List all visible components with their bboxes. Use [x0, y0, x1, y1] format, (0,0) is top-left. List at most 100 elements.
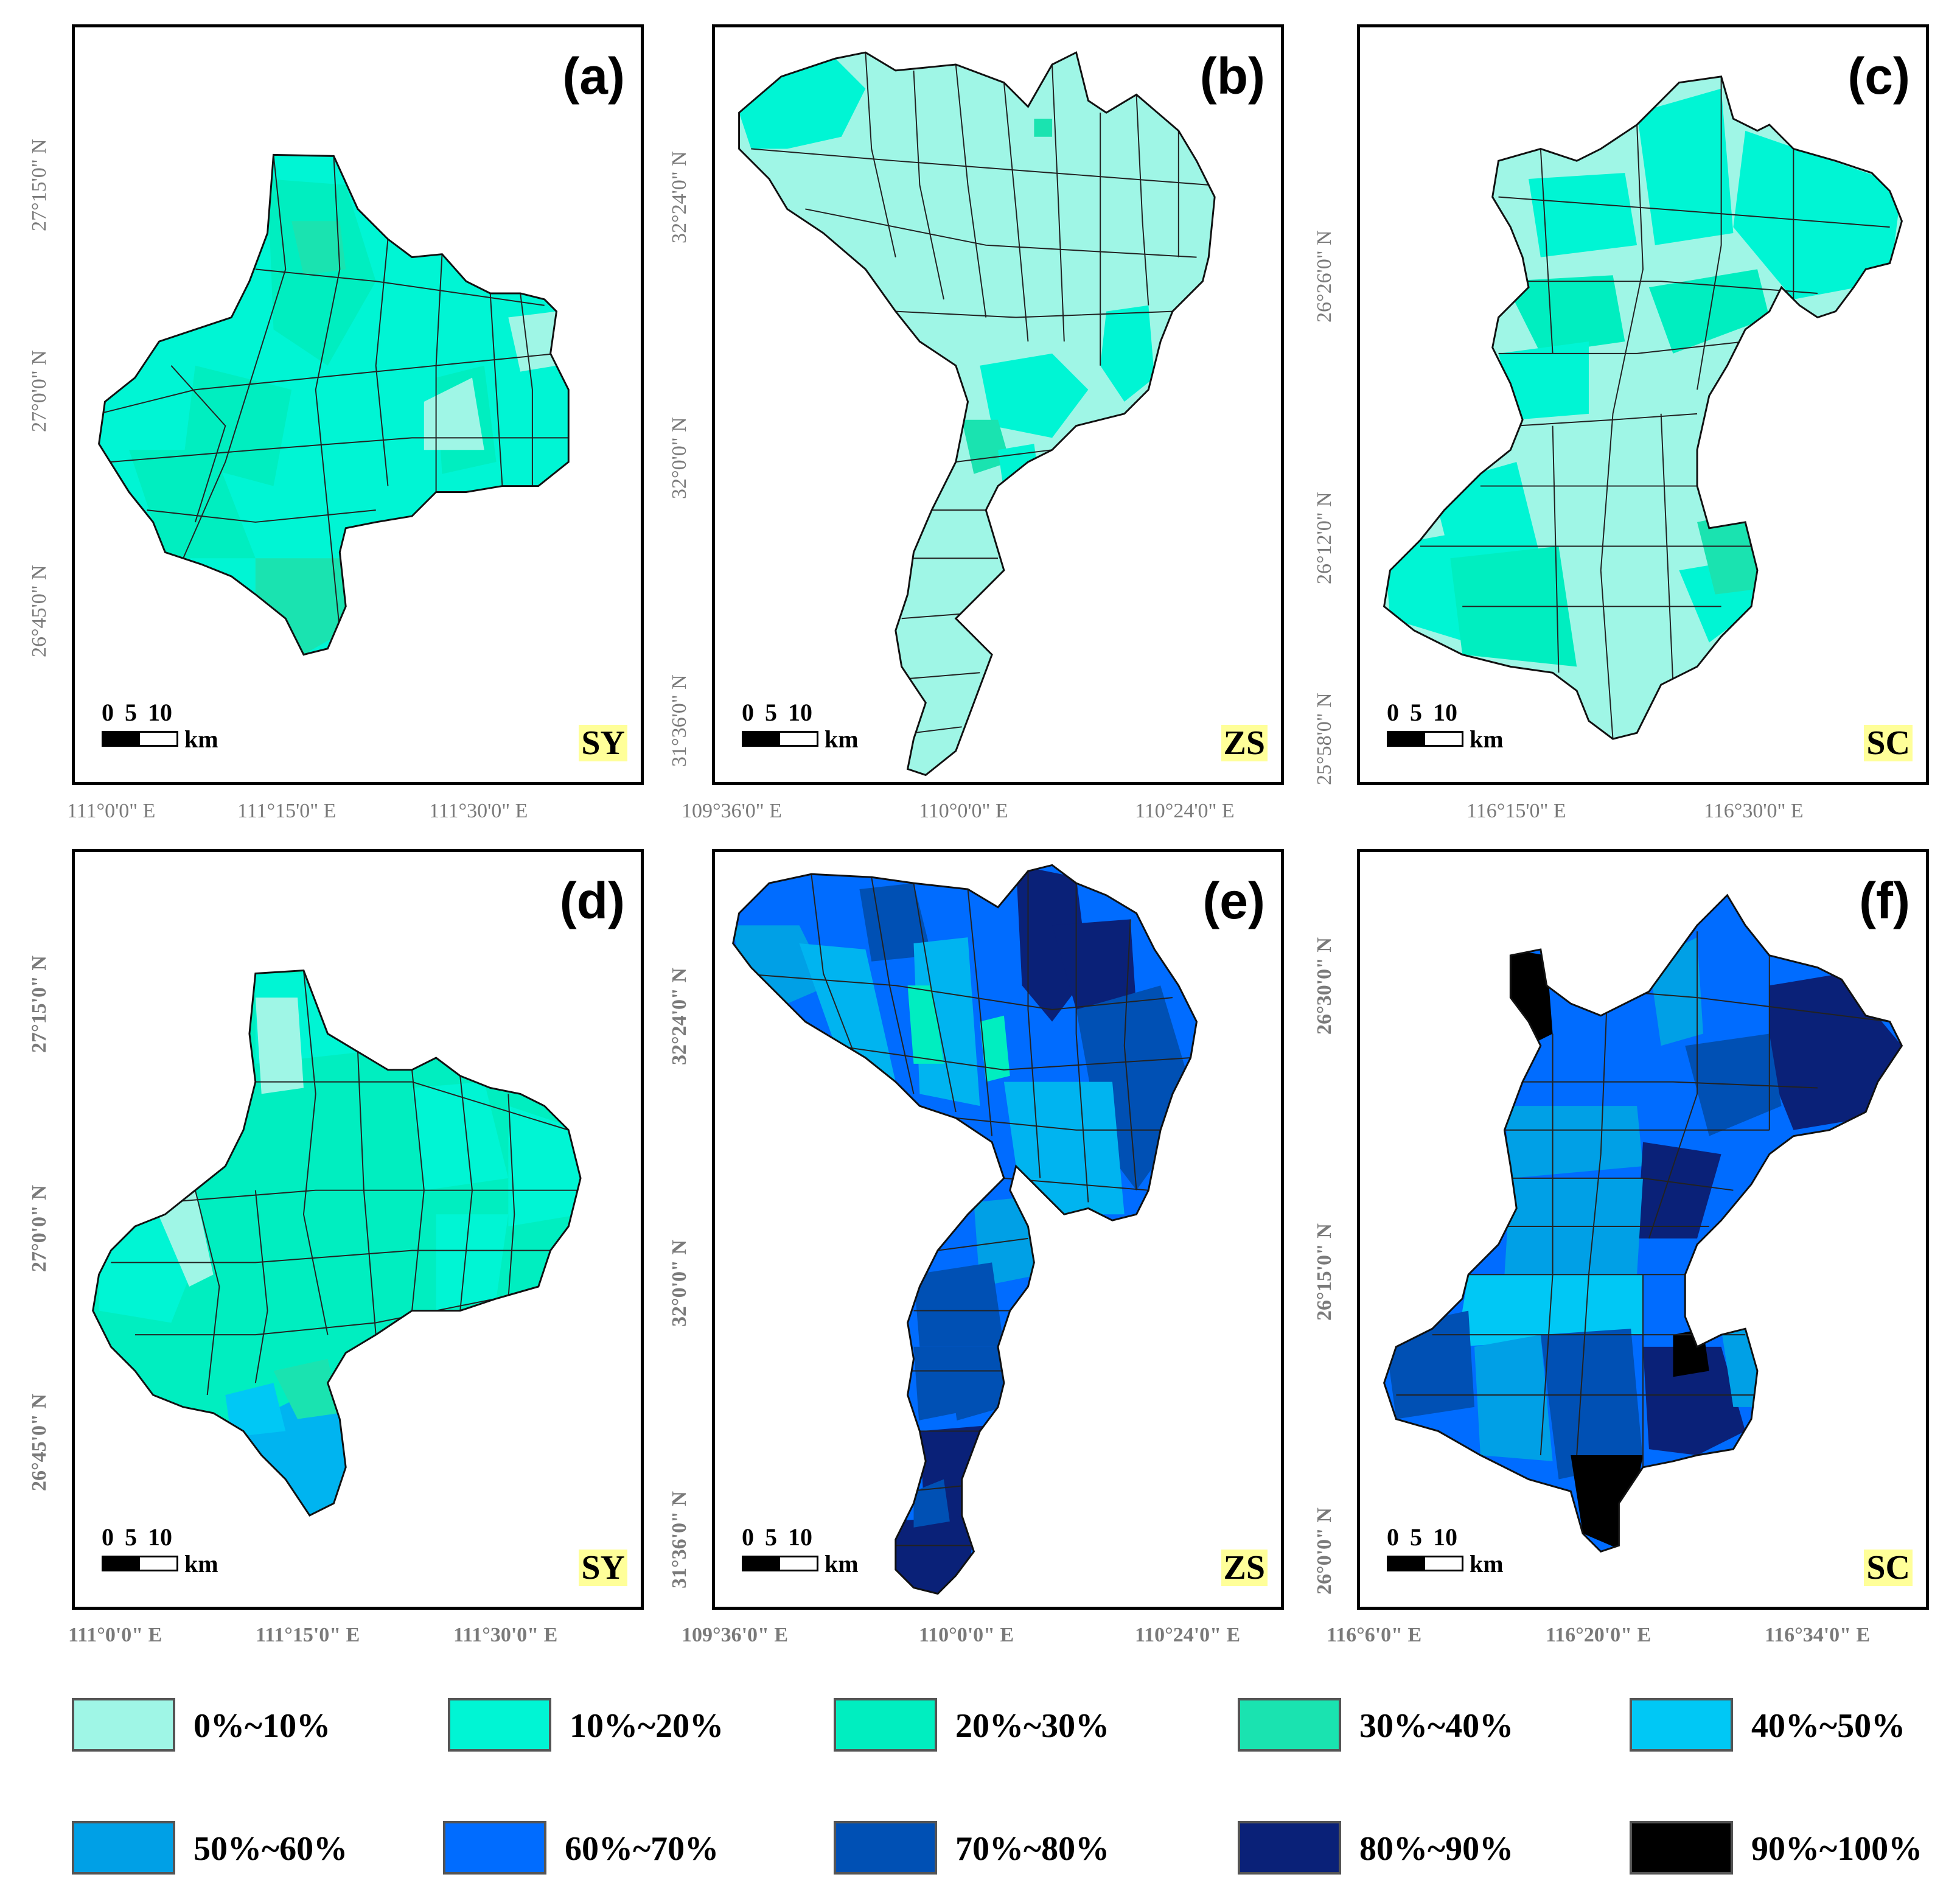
sy-choropleth-a	[98, 153, 570, 656]
scale-five: 5	[1410, 699, 1422, 726]
zs-subbasins	[739, 52, 1215, 775]
y-tick-label: 27°15'0" N	[28, 956, 51, 1053]
zs-subbasins	[733, 865, 1197, 1594]
sy-choropleth-d	[92, 970, 582, 1517]
subbasin-fill	[225, 1383, 286, 1438]
scale-unit: km	[825, 1550, 859, 1578]
y-tick-label: 32°0'0" N	[668, 417, 691, 499]
legend-swatch	[1630, 1821, 1733, 1875]
scale-unit: km	[825, 725, 859, 753]
map-panel-a: (a) 0 5 10 km SY	[72, 24, 644, 785]
subbasin-fill	[1474, 1335, 1553, 1461]
subbasin-fill	[1571, 1455, 1643, 1552]
x-tick-label: 116°30'0" E	[1704, 800, 1804, 822]
y-tick-label: 26°26'0" N	[1313, 230, 1336, 323]
x-tick-label: 110°0'0" E	[919, 800, 1008, 822]
scale-five: 5	[125, 1523, 137, 1551]
sy-outline	[92, 970, 582, 1517]
sc-subbasins	[1384, 76, 1902, 739]
y-tick-label: 27°15'0" N	[28, 139, 51, 231]
x-tick-label: 111°30'0" E	[453, 1624, 558, 1646]
y-tick-label: 32°24'0" N	[668, 968, 691, 1065]
y-tick-label: 26°45'0" N	[28, 565, 51, 657]
y-tick-label: 26°12'0" N	[1313, 492, 1336, 584]
zs-outline	[738, 51, 1216, 777]
subbasin-boundaries	[111, 970, 581, 1396]
y-tick-label: 26°0'0" N	[1313, 1508, 1336, 1595]
subbasin-fill	[1100, 305, 1155, 402]
subbasin-fill	[508, 1106, 581, 1227]
y-tick-label: 26°30'0" N	[1313, 937, 1336, 1035]
region-label: SC	[1864, 725, 1913, 761]
map-panel-f: (f) 0 5 10 km SC	[1357, 849, 1929, 1610]
panel-label: (a)	[562, 47, 625, 105]
scale-ten: 10	[148, 699, 172, 726]
subbasin-fill	[1052, 919, 1137, 1010]
x-tick-label: 111°30'0" E	[429, 800, 528, 822]
region-label: SY	[579, 725, 627, 761]
scale-bar: 0 5 10 km	[102, 701, 248, 755]
scale-five: 5	[125, 699, 137, 726]
x-tick-label: 116°34'0" E	[1765, 1624, 1871, 1646]
sc-outline	[1383, 893, 1903, 1553]
region-label: SC	[1864, 1550, 1913, 1586]
legend-label: 50%~60%	[194, 1830, 348, 1868]
scale-bar-graphic	[742, 1556, 818, 1571]
region-label: ZS	[1221, 725, 1268, 761]
scale-zero: 0	[742, 1523, 754, 1551]
scale-five: 5	[765, 1523, 777, 1551]
y-tick-label: 27°0'0" N	[28, 1185, 51, 1272]
sc-outline	[1383, 75, 1903, 740]
panel-label: (f)	[1859, 872, 1910, 929]
subbasin-fill	[1643, 1346, 1746, 1456]
legend-swatch	[1238, 1821, 1341, 1875]
subbasin-fill	[255, 558, 346, 655]
scale-zero: 0	[1387, 1523, 1399, 1551]
legend-label: 20%~30%	[955, 1707, 1110, 1745]
panel-label: (b)	[1199, 47, 1265, 105]
subbasin-fill	[1529, 173, 1637, 257]
legend-swatch	[448, 1698, 551, 1752]
subbasin-boundaries	[1420, 76, 1890, 739]
scale-ten: 10	[788, 699, 812, 726]
legend-swatch	[834, 1698, 937, 1752]
subbasin-fill	[291, 221, 346, 276]
sc-subbasins	[1384, 895, 1902, 1552]
y-tick-label: 25°58'0" N	[1313, 693, 1336, 785]
y-tick-label: 31°36'0" N	[668, 674, 691, 767]
subbasin-fill	[799, 943, 896, 1082]
subbasin-fill	[1510, 949, 1553, 1046]
scale-ten: 10	[788, 1523, 812, 1551]
scale-bar: 0 5 10 km	[1387, 1525, 1533, 1580]
scale-bar: 0 5 10 km	[742, 701, 888, 755]
sy-outline	[98, 153, 570, 656]
subbasin-fill	[436, 1214, 509, 1311]
subbasin-fill	[99, 155, 569, 655]
scale-zero: 0	[102, 1523, 114, 1551]
legend-label: 90%~100%	[1751, 1830, 1923, 1868]
legend-label: 0%~10%	[194, 1707, 331, 1745]
scale-unit: km	[1470, 725, 1504, 753]
legend-label: 10%~20%	[570, 1707, 724, 1745]
subbasin-fill	[1034, 119, 1053, 137]
legend-swatch	[72, 1821, 175, 1875]
x-tick-label: 109°36'0" E	[682, 1624, 789, 1646]
subbasin-fill	[1733, 130, 1902, 299]
scale-bar-graphic	[742, 731, 818, 747]
legend-swatch	[834, 1821, 937, 1875]
legend-label: 80%~90%	[1359, 1830, 1514, 1868]
zs-choropleth-b	[738, 51, 1216, 777]
legend-label: 70%~80%	[955, 1830, 1110, 1868]
subbasin-fill	[739, 58, 866, 149]
sc-choropleth-c	[1383, 75, 1903, 740]
subbasin-fill	[913, 1479, 950, 1528]
y-tick-label: 32°24'0" N	[668, 151, 691, 243]
scale-bar-graphic	[102, 1556, 178, 1571]
legend-swatch	[443, 1821, 546, 1875]
scale-unit: km	[1470, 1550, 1504, 1578]
y-tick-label: 31°36'0" N	[668, 1491, 691, 1588]
subbasin-fill	[129, 450, 256, 559]
legend-swatch	[1630, 1698, 1733, 1752]
subbasin-fill	[1648, 269, 1770, 354]
x-tick-label: 116°6'0" E	[1327, 1624, 1422, 1646]
